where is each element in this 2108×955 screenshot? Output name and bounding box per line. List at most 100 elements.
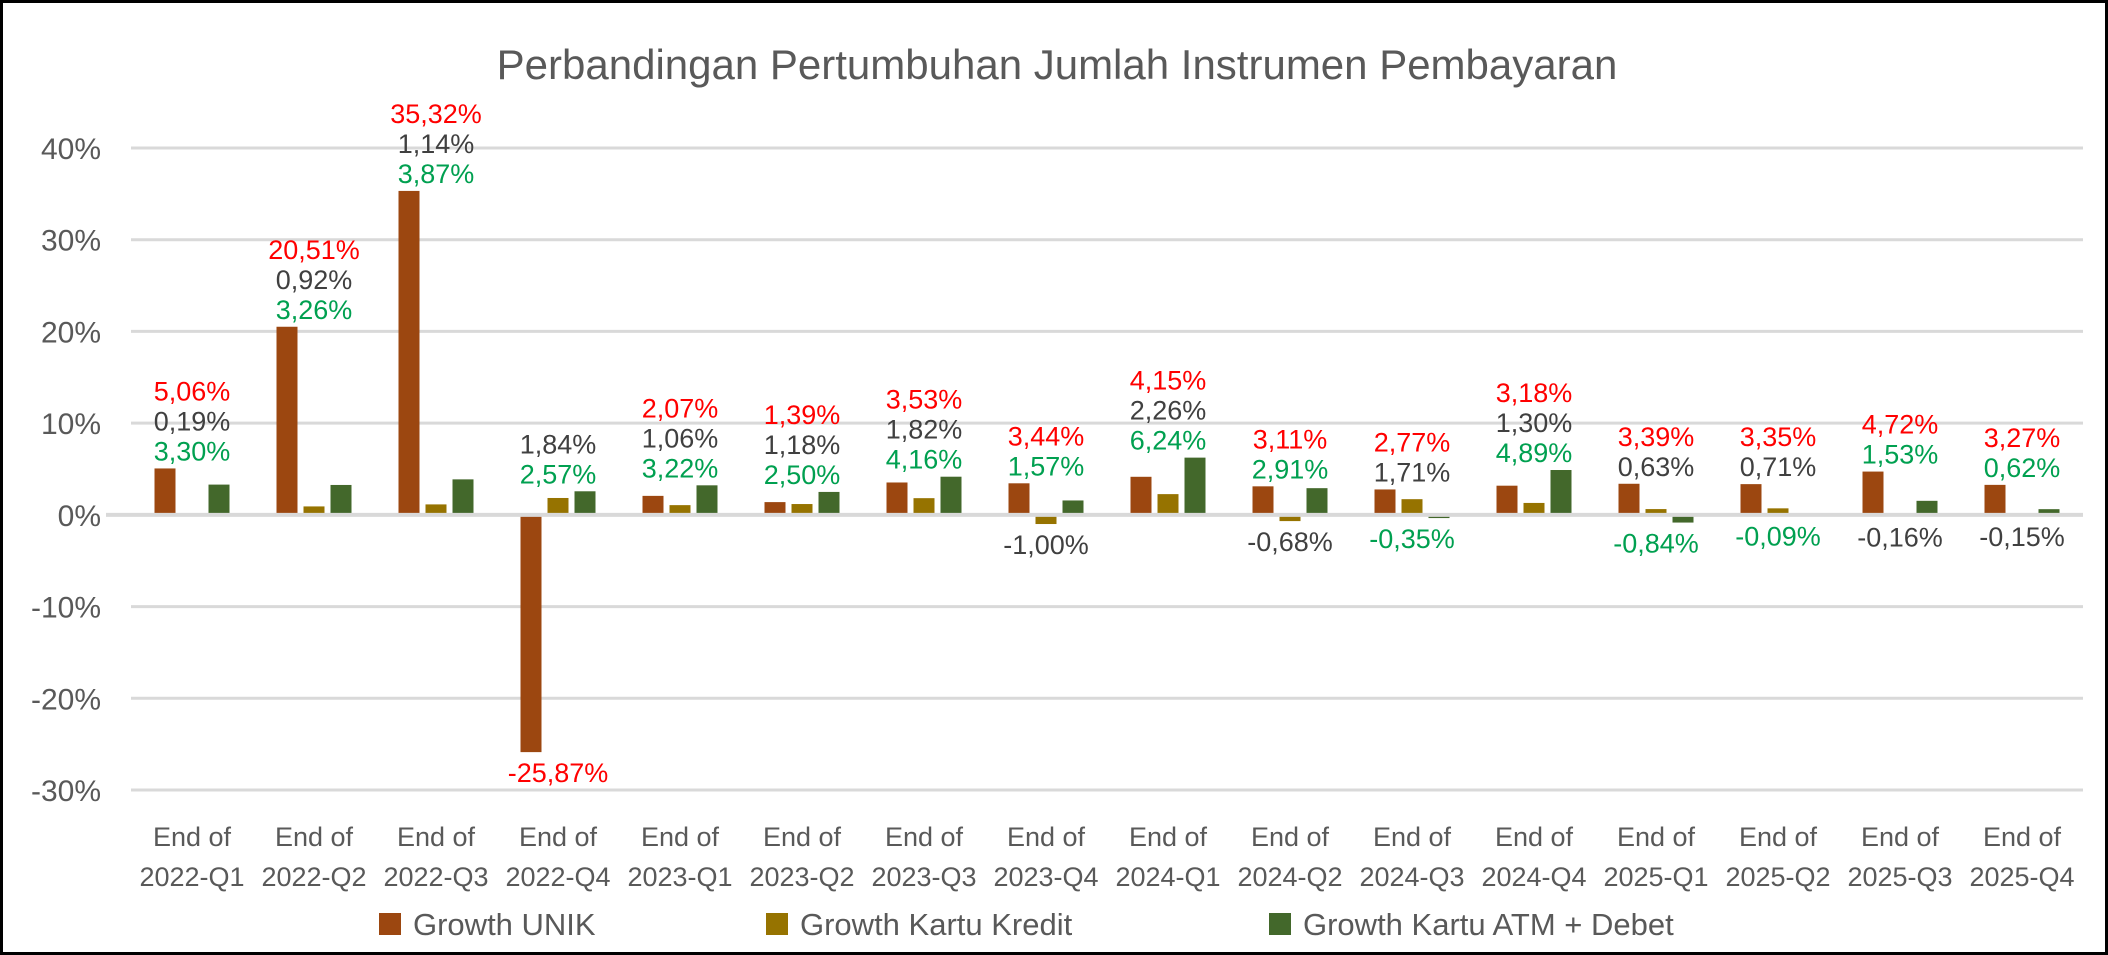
data-label: 4,16% — [886, 445, 963, 475]
data-label: 0,63% — [1618, 452, 1695, 482]
x-tick-label: End of — [885, 822, 964, 852]
data-label: 5,06% — [154, 376, 231, 406]
bar-growth-kartu-atm-debet — [1916, 500, 1938, 515]
y-tick-label: 20% — [41, 316, 101, 349]
bar-growth-kartu-atm-debet — [330, 484, 352, 515]
x-tick-label: 2025-Q3 — [1847, 862, 1952, 892]
x-tick-label: 2023-Q4 — [993, 862, 1098, 892]
x-tick-label: End of — [1129, 822, 1208, 852]
x-tick-label: 2024-Q3 — [1359, 862, 1464, 892]
legend-swatch — [766, 913, 788, 935]
x-tick-label: 2022-Q1 — [139, 862, 244, 892]
data-label: 1,82% — [886, 415, 963, 445]
x-axis: End of 2022-Q1 End of 2022-Q2 End of 2022-Q3 E… — [139, 822, 2074, 892]
bar-growth-unik — [1252, 486, 1274, 515]
bar-growth-kartu-atm-debet — [818, 491, 840, 515]
bar-growth-unik — [1496, 485, 1518, 515]
x-tick-label: 2023-Q3 — [871, 862, 976, 892]
legend-swatch — [1269, 913, 1291, 935]
data-label: 2,77% — [1374, 427, 1451, 457]
x-tick-label: 2022-Q3 — [383, 862, 488, 892]
bar-growth-kartu-kredit — [1279, 514, 1301, 522]
bar-growth-kartu-atm-debet — [940, 476, 962, 515]
data-label: 1,06% — [642, 423, 719, 453]
legend-label: Growth Kartu Kredit — [800, 907, 1073, 942]
x-tick-label: End of — [641, 822, 720, 852]
legend-label: Growth UNIK — [413, 907, 596, 942]
data-label: 3,35% — [1740, 422, 1817, 452]
data-label: 1,39% — [764, 400, 841, 430]
data-label: -0,16% — [1857, 522, 1943, 552]
data-label: 4,15% — [1130, 366, 1207, 396]
data-label: -1,00% — [1003, 530, 1089, 560]
data-label: 3,39% — [1618, 422, 1695, 452]
y-tick-label: 30% — [41, 225, 101, 258]
data-label: -0,15% — [1979, 522, 2065, 552]
x-tick-label: End of — [1495, 822, 1574, 852]
bar-growth-unik — [1740, 484, 1762, 515]
x-tick-label: 2022-Q4 — [505, 862, 610, 892]
x-tick-label: End of — [275, 822, 354, 852]
y-tick-label: -10% — [31, 592, 101, 625]
data-label: 1,84% — [520, 429, 597, 459]
data-label: 4,72% — [1862, 410, 1939, 440]
data-label: 1,53% — [1862, 440, 1939, 470]
bar-growth-unik — [1618, 483, 1640, 515]
x-tick-label: 2025-Q1 — [1603, 862, 1708, 892]
x-tick-label: 2023-Q1 — [627, 862, 732, 892]
data-label: -0,35% — [1369, 524, 1455, 554]
y-tick-label: 40% — [41, 133, 101, 166]
bar-growth-kartu-atm-debet — [2038, 509, 2060, 515]
bar-growth-kartu-kredit — [913, 498, 935, 515]
bar-growth-kartu-atm-debet — [1184, 457, 1206, 515]
data-label: 2,91% — [1252, 454, 1329, 484]
bar-growth-kartu-kredit — [791, 504, 813, 515]
x-tick-label: End of — [1739, 822, 1818, 852]
bar-growth-unik — [642, 495, 664, 515]
bar-growth-kartu-atm-debet — [696, 485, 718, 515]
chart-title: Perbandingan Pertumbuhan Jumlah Instrume… — [497, 41, 1618, 88]
x-tick-label: End of — [1251, 822, 1330, 852]
y-tick-label: 0% — [58, 500, 101, 533]
bar-growth-unik — [764, 502, 786, 515]
bars — [154, 190, 2060, 753]
bar-growth-kartu-kredit — [547, 497, 569, 515]
legend-label: Growth Kartu ATM + Debet — [1303, 907, 1674, 942]
data-label: 3,53% — [886, 385, 963, 415]
data-label: 4,89% — [1496, 438, 1573, 468]
x-tick-label: 2024-Q2 — [1237, 862, 1342, 892]
data-label: 1,30% — [1496, 408, 1573, 438]
bar-growth-kartu-kredit — [303, 506, 325, 515]
bar-growth-kartu-kredit — [425, 504, 447, 515]
x-tick-label: 2024-Q1 — [1115, 862, 1220, 892]
bar-growth-unik — [276, 326, 298, 515]
data-label: 3,27% — [1984, 423, 2061, 453]
data-label: 3,30% — [154, 436, 231, 466]
x-tick-label: End of — [1983, 822, 2062, 852]
bar-growth-unik — [398, 190, 420, 515]
data-label: 20,51% — [268, 235, 360, 265]
bar-growth-unik — [1130, 476, 1152, 515]
bar-growth-kartu-atm-debet — [1306, 488, 1328, 515]
bar-chart: Perbandingan Pertumbuhan Jumlah Instrume… — [31, 41, 2083, 942]
y-axis: 40% 30% 20% 10% 0% -10% -20% -30% — [31, 133, 101, 808]
data-label: 3,11% — [1253, 424, 1328, 454]
bar-growth-kartu-kredit — [669, 505, 691, 515]
data-label: 35,32% — [390, 99, 482, 129]
bar-growth-kartu-kredit — [1035, 514, 1057, 525]
x-tick-label: End of — [1861, 822, 1940, 852]
data-label: 2,57% — [520, 459, 597, 489]
bar-growth-kartu-atm-debet — [1550, 470, 1572, 515]
bar-growth-unik — [1374, 489, 1396, 515]
bar-growth-kartu-kredit — [1157, 494, 1179, 515]
x-tick-label: 2025-Q4 — [1969, 862, 2074, 892]
y-tick-label: 10% — [41, 408, 101, 441]
bar-growth-unik — [1984, 484, 2006, 515]
x-tick-label: End of — [763, 822, 842, 852]
data-label: 0,62% — [1984, 453, 2061, 483]
data-label: -0,84% — [1613, 529, 1699, 559]
bar-growth-kartu-atm-debet — [1062, 500, 1084, 515]
bar-growth-kartu-atm-debet — [574, 491, 596, 515]
y-tick-label: -20% — [31, 683, 101, 716]
legend: Growth UNIK Growth Kartu Kredit Growth Kar… — [379, 907, 1674, 942]
